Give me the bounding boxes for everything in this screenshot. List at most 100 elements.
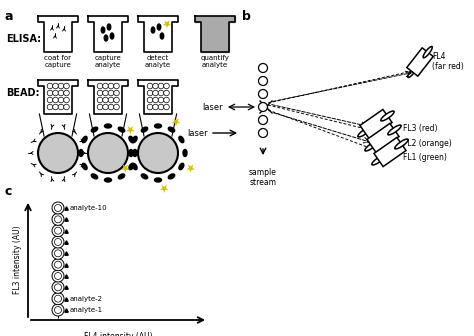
Text: FL4 intensity (AU): FL4 intensity (AU) xyxy=(84,332,152,336)
Text: analyte-2: analyte-2 xyxy=(70,296,103,302)
Circle shape xyxy=(158,90,164,96)
Text: ELISA:: ELISA: xyxy=(6,34,41,44)
Ellipse shape xyxy=(104,124,111,128)
Ellipse shape xyxy=(132,163,137,170)
Ellipse shape xyxy=(129,136,134,143)
Ellipse shape xyxy=(118,127,125,132)
Ellipse shape xyxy=(160,33,164,39)
Ellipse shape xyxy=(79,150,83,157)
Circle shape xyxy=(164,90,169,96)
Circle shape xyxy=(52,293,64,305)
Circle shape xyxy=(164,104,169,110)
Text: FL2 (orange): FL2 (orange) xyxy=(403,138,452,148)
Circle shape xyxy=(258,77,267,85)
Circle shape xyxy=(108,83,114,89)
Circle shape xyxy=(97,83,103,89)
Ellipse shape xyxy=(82,163,87,170)
Ellipse shape xyxy=(365,141,378,151)
Circle shape xyxy=(114,97,119,103)
Circle shape xyxy=(64,97,69,103)
Ellipse shape xyxy=(179,163,184,170)
Circle shape xyxy=(108,90,114,96)
Ellipse shape xyxy=(110,33,114,39)
Polygon shape xyxy=(121,165,130,173)
Circle shape xyxy=(47,83,53,89)
Ellipse shape xyxy=(408,66,417,78)
Circle shape xyxy=(53,97,58,103)
Ellipse shape xyxy=(141,127,148,132)
Polygon shape xyxy=(360,110,392,138)
Circle shape xyxy=(52,213,64,225)
Text: laser: laser xyxy=(202,102,223,112)
Circle shape xyxy=(88,133,128,173)
Ellipse shape xyxy=(381,111,394,121)
Circle shape xyxy=(97,97,103,103)
Circle shape xyxy=(64,83,69,89)
Ellipse shape xyxy=(168,127,175,132)
Circle shape xyxy=(58,90,64,96)
Circle shape xyxy=(52,225,64,237)
Circle shape xyxy=(147,104,153,110)
Circle shape xyxy=(147,90,153,96)
Circle shape xyxy=(258,116,267,125)
Ellipse shape xyxy=(151,27,155,33)
Text: detect
analyte: detect analyte xyxy=(145,55,171,69)
Circle shape xyxy=(53,104,58,110)
Circle shape xyxy=(47,97,53,103)
Polygon shape xyxy=(160,185,169,193)
Text: laser: laser xyxy=(187,128,208,137)
Circle shape xyxy=(158,104,164,110)
Circle shape xyxy=(103,97,108,103)
Text: c: c xyxy=(5,185,12,198)
Circle shape xyxy=(103,83,108,89)
Circle shape xyxy=(52,281,64,293)
Circle shape xyxy=(138,133,178,173)
Circle shape xyxy=(52,236,64,248)
Circle shape xyxy=(114,90,119,96)
Polygon shape xyxy=(195,16,235,52)
Circle shape xyxy=(153,90,158,96)
Circle shape xyxy=(55,306,62,313)
Circle shape xyxy=(52,259,64,271)
Circle shape xyxy=(55,261,62,268)
Ellipse shape xyxy=(141,174,148,179)
Text: quantify
analyte: quantify analyte xyxy=(201,55,229,69)
Polygon shape xyxy=(163,20,171,29)
Circle shape xyxy=(55,250,62,257)
Polygon shape xyxy=(367,123,399,153)
Text: BEAD:: BEAD: xyxy=(6,88,39,98)
Circle shape xyxy=(114,104,119,110)
Ellipse shape xyxy=(101,27,105,33)
Ellipse shape xyxy=(372,155,385,165)
Ellipse shape xyxy=(104,35,108,41)
Polygon shape xyxy=(126,126,135,134)
Text: capture
analyte: capture analyte xyxy=(95,55,121,69)
Circle shape xyxy=(153,97,158,103)
Text: analyte-10: analyte-10 xyxy=(70,205,108,211)
Circle shape xyxy=(53,90,58,96)
Ellipse shape xyxy=(82,136,87,143)
Circle shape xyxy=(164,97,169,103)
Polygon shape xyxy=(407,48,433,76)
Circle shape xyxy=(158,83,164,89)
Text: a: a xyxy=(5,10,13,23)
Ellipse shape xyxy=(157,24,161,30)
Ellipse shape xyxy=(155,178,162,182)
Polygon shape xyxy=(374,137,406,167)
Circle shape xyxy=(258,64,267,73)
Circle shape xyxy=(258,102,267,112)
Circle shape xyxy=(55,205,62,211)
Ellipse shape xyxy=(168,174,175,179)
Ellipse shape xyxy=(118,174,125,179)
Ellipse shape xyxy=(423,46,432,58)
Circle shape xyxy=(147,97,153,103)
Circle shape xyxy=(108,104,114,110)
Ellipse shape xyxy=(107,24,111,30)
Circle shape xyxy=(97,104,103,110)
Circle shape xyxy=(147,83,153,89)
Circle shape xyxy=(55,216,62,223)
Text: sample
stream: sample stream xyxy=(249,168,277,187)
Circle shape xyxy=(103,90,108,96)
Circle shape xyxy=(47,90,53,96)
Polygon shape xyxy=(186,165,195,173)
